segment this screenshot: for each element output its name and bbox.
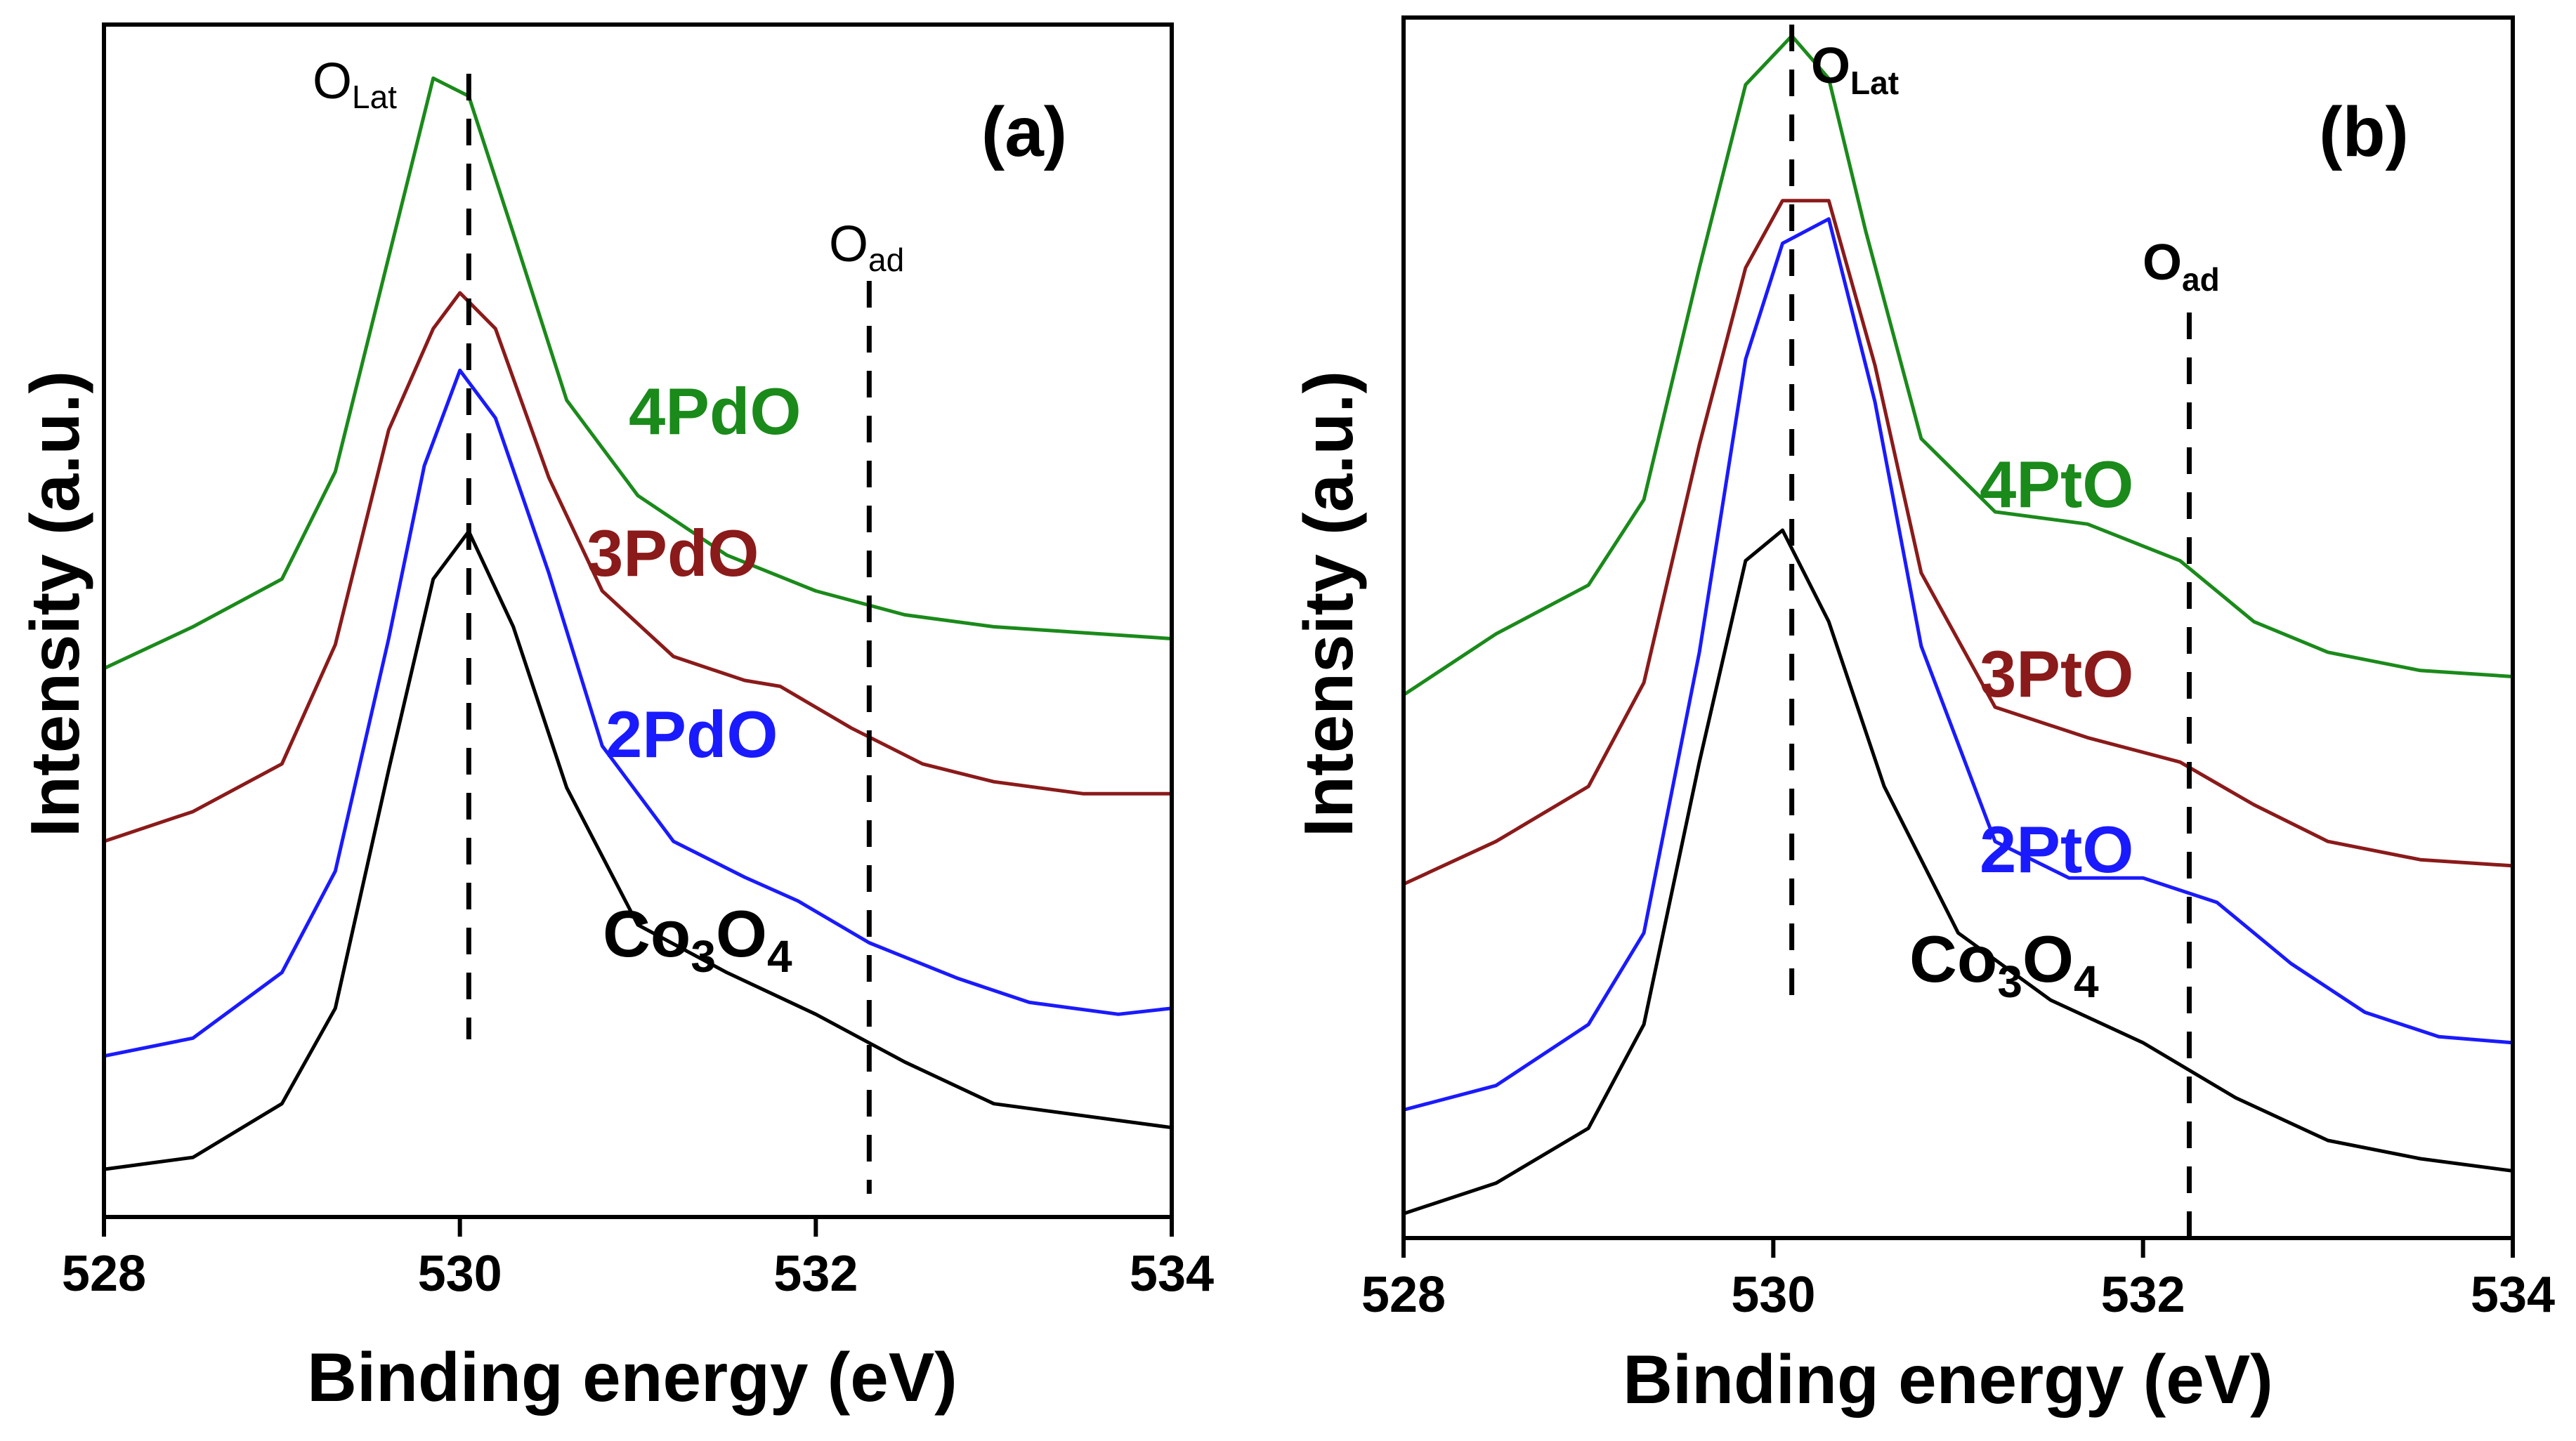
line-co3o4-a: [103, 529, 1172, 1171]
series-label-2pto: 2PtO: [1980, 812, 2133, 886]
co3o4-a-o: O: [716, 897, 767, 970]
co3o4-a-sub2: 4: [767, 931, 792, 982]
series-label-3pdo: 3PdO: [587, 516, 759, 590]
ref-label-olat-b-main: O: [1811, 38, 1850, 94]
co3o4-b-sub2: 4: [2074, 956, 2099, 1007]
line-4pdo: [103, 76, 1172, 671]
line-2pdo: [103, 368, 1172, 1058]
series-label-3pto: 3PtO: [1980, 637, 2133, 711]
y-axis-title-a: Intensity (a.u.): [16, 371, 93, 837]
co3o4-b-o: O: [2022, 922, 2074, 996]
ref-label-olat-a-main: O: [313, 53, 352, 110]
x-tick-label-a-1: 530: [418, 1246, 502, 1302]
ref-label-oad-a-sub: ad: [868, 242, 904, 278]
plot-frame-a: [102, 22, 1174, 1219]
ref-label-olat-b: OLat: [1811, 38, 1899, 101]
panel-a: Intensity (a.u.) 528 530 532 534 (a): [16, 22, 1214, 1416]
x-ticks-a: 528 530 532 534: [62, 1217, 1214, 1302]
line-4pto: [1402, 34, 2513, 697]
y-axis-title-b: Intensity (a.u.): [1290, 371, 1367, 837]
x-axis-title-b: Binding energy (eV): [1623, 1341, 2273, 1418]
x-tick-label-b-1: 530: [1731, 1267, 1815, 1323]
x-tick-label-a-0: 528: [62, 1246, 146, 1302]
line-2pto: [1403, 217, 2513, 1112]
series-layer-a: [103, 76, 1172, 1171]
series-label-2pdo: 2PdO: [606, 697, 778, 771]
series-layer-b: [1402, 34, 2513, 1216]
plot-frame-b: [1401, 15, 2515, 1240]
ref-label-oad-b: Oad: [2143, 235, 2220, 298]
series-label-co3o4-b: Co3O4: [1909, 922, 2099, 1007]
line-co3o4-b: [1403, 528, 2513, 1216]
co3o4-b-co: Co: [1909, 922, 1997, 996]
x-tick-label-b-0: 528: [1361, 1267, 1446, 1323]
plot-area-a: 528 530 532 534 (a) OLat Oad 4PdO 3PdO 2…: [62, 22, 1214, 1302]
ref-label-oad-b-main: O: [2143, 235, 2182, 291]
x-axis-title-a: Binding energy (eV): [307, 1338, 957, 1416]
ref-label-oad-a-main: O: [829, 216, 868, 272]
plot-area-b: 528 530 532 534 (b) OLat Oad 4PtO 3PtO 2…: [1361, 15, 2555, 1323]
series-label-4pdo: 4PdO: [629, 374, 802, 448]
x-ticks-b: 528 530 532 534: [1361, 1238, 2555, 1323]
series-label-4pto: 4PtO: [1980, 447, 2133, 521]
x-tick-label-a-3: 534: [1130, 1246, 1214, 1302]
panel-b: Intensity (a.u.) 528 530 532 534 (b): [1290, 15, 2555, 1418]
line-3pto: [1402, 199, 2513, 886]
ref-label-oad-b-sub: ad: [2182, 261, 2220, 298]
ref-label-olat-a-sub: Lat: [352, 79, 397, 115]
x-tick-label-a-2: 532: [773, 1246, 858, 1302]
panel-label-b: (b): [2319, 93, 2409, 171]
series-label-co3o4-a: Co3O4: [603, 897, 792, 982]
co3o4-b-sub1: 3: [1997, 956, 2022, 1007]
co3o4-a-sub1: 3: [691, 931, 716, 982]
ref-label-olat-a: OLat: [313, 53, 397, 115]
x-tick-label-b-2: 532: [2101, 1267, 2185, 1323]
co3o4-a-co: Co: [603, 897, 691, 970]
line-3pdo: [103, 291, 1172, 843]
ref-label-oad-a: Oad: [829, 216, 904, 278]
x-tick-label-b-3: 534: [2471, 1267, 2555, 1323]
ref-label-olat-b-sub: Lat: [1850, 65, 1899, 101]
panel-label-a: (a): [981, 93, 1067, 171]
